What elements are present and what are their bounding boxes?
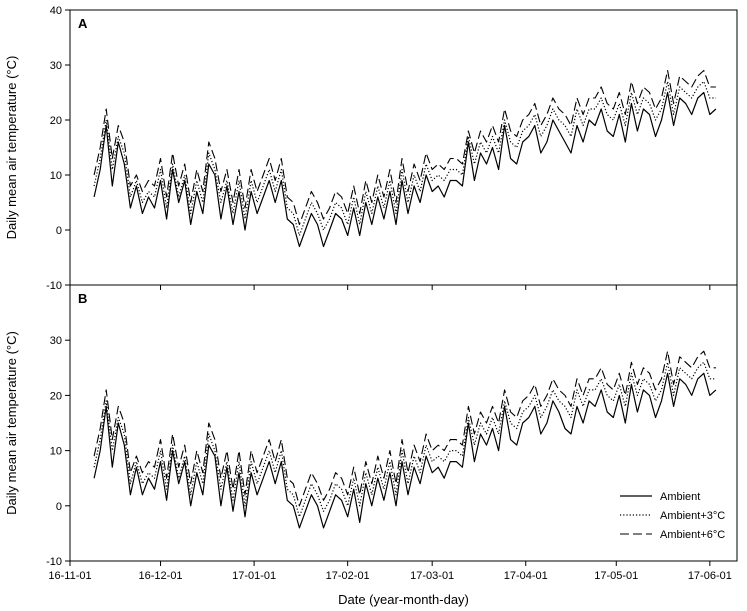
series-line-1 [93,91,717,248]
y-tick-label: 30 [50,335,62,347]
x-axis-title: Date (year-month-day) [338,592,469,607]
series-line-3 [93,69,716,226]
series-line-3 [93,350,716,507]
y-tick-label: 0 [56,501,62,513]
x-tick-label: 17-06-01 [688,570,732,582]
y-tick-label: 30 [50,60,62,72]
x-tick-label: 17-04-01 [504,570,548,582]
legend-label: Ambient+3°C [660,510,725,522]
y-tick-label: 20 [50,115,62,127]
y-tick-label: -10 [46,556,62,568]
x-tick-label: 17-02-01 [326,570,370,582]
y-tick-label: 40 [50,5,62,17]
y-tick-label: 10 [50,446,62,458]
x-tick-label: 17-01-01 [232,570,276,582]
panel-label: A [78,16,88,31]
plot-frame [69,9,738,286]
y-tick-label: 0 [56,225,62,237]
y-tick-label: 10 [50,170,62,182]
panel-a: -10 0 10 20 30 40 A Daily mean air temperature … [4,5,738,292]
y-axis-title: Daily mean air temperature (°C) [4,331,19,515]
panel-b: -10 0 10 20 30 16-11-01 16-12-01 17-01-01 17-02-… [4,284,738,582]
x-tick-label: 16-12-01 [139,570,183,582]
x-tick-label: 17-05-01 [594,570,638,582]
y-axis-title: Daily mean air temperature (°C) [4,56,19,240]
legend-label: Ambient+6°C [660,529,725,541]
y-tick-label: 20 [50,390,62,402]
panel-label: B [78,291,87,306]
plot-frame [69,284,738,562]
x-tick-label: 16-11-01 [48,570,91,582]
x-tick-label: 17-03-01 [410,570,454,582]
y-tick-label: -10 [46,280,62,292]
series-line-1 [93,372,717,529]
legend-label: Ambient [660,491,700,503]
